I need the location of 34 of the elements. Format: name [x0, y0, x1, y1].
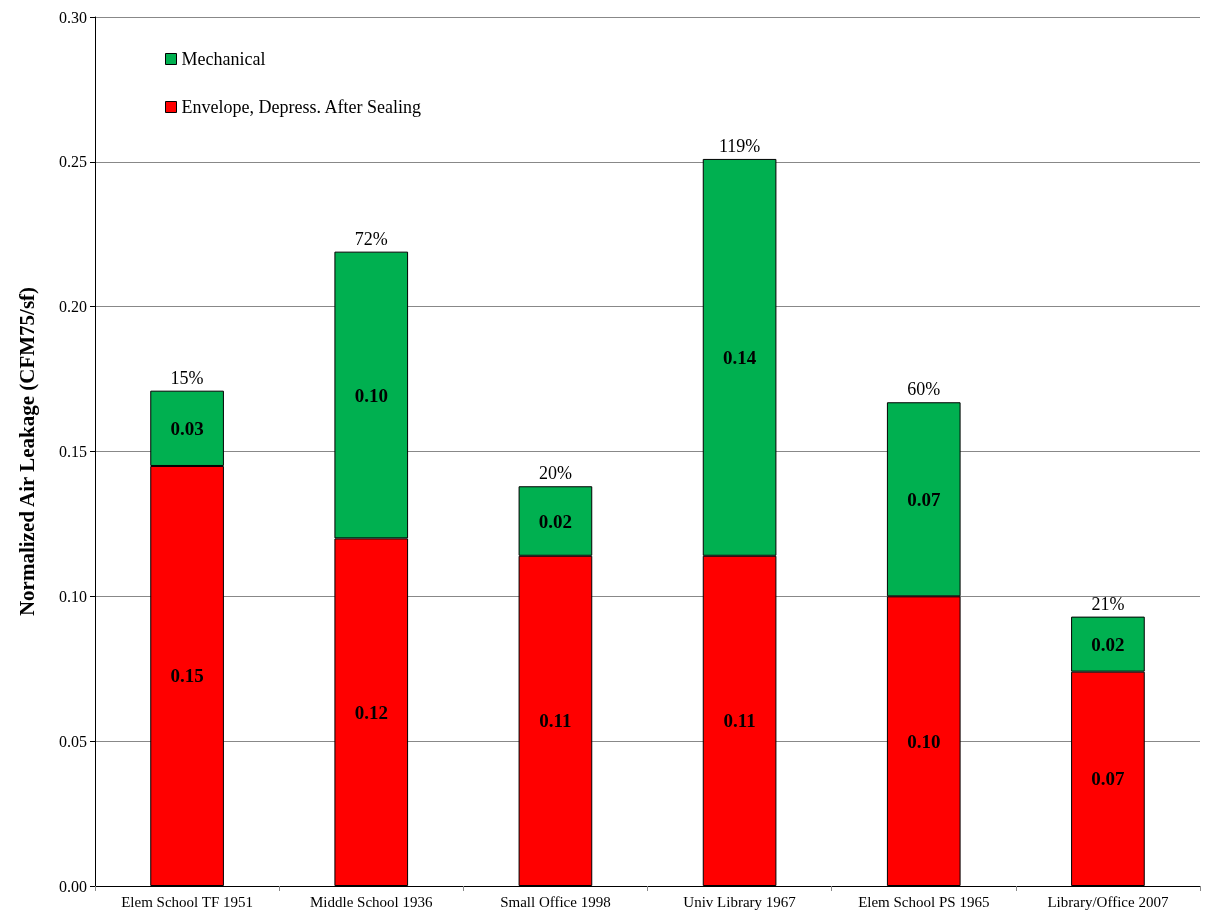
annotation: 20% — [538, 463, 572, 484]
data-label: 0.07 — [1091, 768, 1126, 790]
x-tick-label: Elem School PS 1965 — [858, 893, 990, 910]
annotation: 15% — [170, 367, 204, 388]
y-tick-label: 0.25 — [59, 153, 87, 171]
data-label: 0.11 — [723, 710, 756, 732]
data-label: 0.15 — [170, 665, 204, 687]
y-tick-label: 0.10 — [59, 587, 87, 605]
annotation: 21% — [1091, 593, 1125, 614]
data-label: 0.02 — [1091, 633, 1125, 655]
y-axis-title: Normalized Air Leakage (CFM75/sf) — [14, 286, 39, 617]
data-label: 0.14 — [722, 346, 757, 368]
data-label: 0.10 — [354, 384, 388, 406]
data-label: 0.02 — [538, 510, 573, 532]
x-tick-label: Library/Office 2007 — [1047, 893, 1169, 910]
x-tick-label: Elem School TF 1951 — [121, 893, 253, 910]
legend-label: Mechanical — [181, 49, 266, 69]
data-label: 0.10 — [907, 730, 941, 752]
data-label: 0.03 — [170, 417, 204, 439]
y-tick-label: 0.20 — [59, 298, 87, 316]
annotation: 119% — [718, 135, 761, 156]
data-label: 0.07 — [907, 488, 941, 510]
annotation: 60% — [907, 379, 941, 400]
y-tick-label: 0.15 — [59, 443, 87, 460]
y-tick-label: 0.30 — [59, 8, 87, 26]
x-tick-label: Small Office 1998 — [500, 893, 611, 910]
x-tick-label: Middle School 1936 — [310, 893, 433, 910]
x-tick-label: Univ Library 1967 — [683, 893, 797, 910]
legend-label: Envelope, Depress. After Sealing — [181, 97, 421, 117]
data-label: 0.12 — [354, 701, 388, 723]
data-label: 0.11 — [539, 710, 572, 732]
y-tick-label: 0.00 — [59, 877, 87, 895]
y-tick-label: 0.05 — [59, 732, 87, 750]
annotation: 72% — [354, 228, 388, 249]
